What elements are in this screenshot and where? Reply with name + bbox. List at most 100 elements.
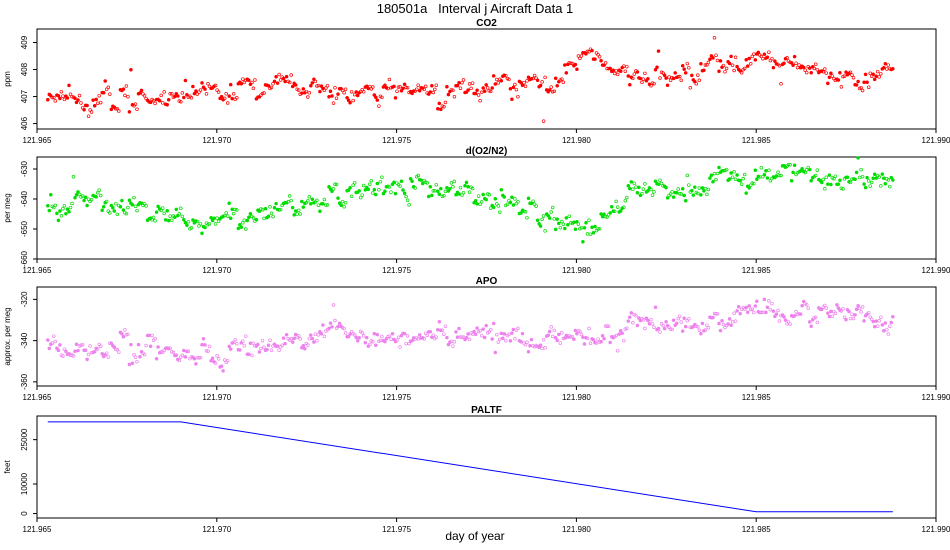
o2n2-point (163, 218, 168, 222)
o2n2-point (603, 214, 608, 219)
apo-point (501, 336, 505, 341)
o2n2-point (525, 215, 529, 220)
co2-point (266, 83, 271, 88)
x-tick-label: 121.990 (922, 266, 950, 275)
o2n2-point (420, 181, 425, 186)
panel-o2n2: d(O2/N2) 121.965 121.970 121.975 121.980 121.… (3, 146, 950, 275)
apo-point (615, 348, 620, 353)
co2-point (593, 57, 597, 61)
apo-point (436, 328, 440, 332)
co2-point (877, 75, 881, 79)
co2-point (58, 96, 62, 101)
co2-point (283, 79, 287, 84)
co2-point (496, 81, 501, 85)
o2n2-point (699, 193, 703, 197)
o2n2-point (891, 178, 895, 182)
apo-point (301, 343, 306, 348)
o2n2-point (296, 208, 301, 213)
apo-point (389, 337, 393, 341)
co2-point (851, 75, 856, 80)
o2n2-point (868, 184, 872, 188)
o2n2-point (882, 176, 886, 180)
apo-point (434, 335, 439, 339)
o2n2-point (111, 206, 115, 210)
co2-point (690, 73, 694, 78)
co2-point (721, 63, 726, 68)
co2-point (247, 78, 251, 82)
o2n2-point (546, 213, 550, 218)
apo-point (553, 336, 558, 340)
o2n2-point (541, 214, 546, 218)
o2n2-point (227, 201, 231, 205)
apo-point (275, 344, 280, 348)
co2-point (735, 64, 739, 69)
o2n2-point (625, 195, 629, 200)
apo-point (293, 332, 298, 337)
o2n2-point (358, 195, 363, 200)
co2-point (135, 107, 139, 112)
o2n2-point (588, 232, 593, 237)
o2n2-point (628, 186, 632, 191)
apo-point (266, 343, 271, 347)
o2n2-point (404, 194, 408, 199)
apo-point (650, 322, 655, 326)
apo-point (777, 319, 782, 323)
apo-point (460, 335, 464, 339)
paltf-line (47, 421, 893, 513)
co2-point (476, 93, 481, 97)
co2-point (56, 94, 61, 98)
co2-point (874, 74, 878, 78)
co2-point (274, 75, 278, 79)
o2n2-point (748, 183, 753, 188)
apo-point (281, 336, 286, 340)
o2n2-point (182, 218, 186, 222)
o2n2-point (550, 205, 555, 210)
apo-point (605, 324, 609, 328)
co2-point (635, 70, 640, 74)
panel-title: APO (476, 276, 498, 287)
co2-point (520, 83, 525, 87)
co2-point (504, 73, 508, 78)
co2-point (488, 89, 493, 94)
apo-point (221, 369, 225, 373)
co2-point (879, 71, 883, 76)
o2n2-point (83, 195, 88, 199)
co2-point (160, 101, 165, 105)
co2-point (439, 107, 443, 112)
co2-point (552, 89, 556, 94)
apo-point (732, 311, 736, 316)
apo-point (729, 323, 733, 328)
apo-point (823, 303, 827, 308)
apo-point (705, 323, 709, 327)
o2n2-point (170, 218, 174, 223)
co2-point (525, 79, 529, 83)
co2-point (224, 92, 228, 96)
co2-point (204, 92, 209, 96)
o2n2-point (100, 208, 104, 213)
apo-point (558, 341, 563, 345)
apo-point (596, 337, 600, 341)
co2-point (815, 67, 820, 72)
o2n2-point (177, 212, 182, 216)
apo-point (283, 341, 287, 346)
o2n2-point (307, 195, 312, 199)
apo-point (720, 318, 724, 323)
co2-point (555, 84, 559, 88)
apo-point (306, 343, 310, 347)
o2n2-point (491, 205, 496, 209)
x-tick-label: 121.980 (562, 266, 591, 275)
o2n2-point (622, 205, 626, 210)
apo-point (540, 346, 544, 351)
o2n2-point (646, 188, 650, 193)
co2-point (126, 94, 130, 99)
o2n2-point (343, 200, 348, 205)
o2n2-point (727, 177, 732, 181)
apo-point (889, 320, 894, 325)
co2-point (872, 77, 877, 82)
apo-point (123, 328, 127, 332)
o2n2-point (55, 211, 59, 216)
co2-point (826, 81, 830, 86)
apo-point (591, 338, 596, 342)
apo-point (425, 333, 429, 337)
o2n2-point (269, 211, 274, 216)
